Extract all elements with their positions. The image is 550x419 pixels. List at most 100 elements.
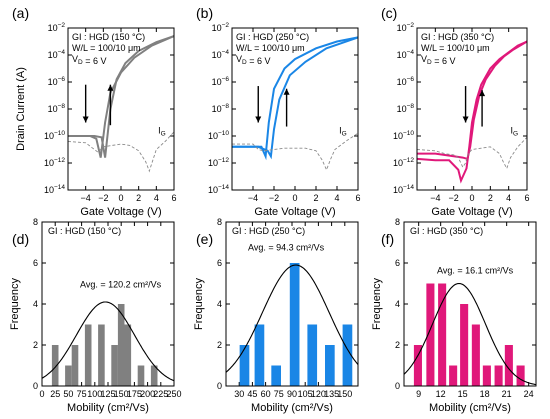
x-tick-label: 2 (488, 193, 493, 203)
y-axis-title: Drain Current (A) (15, 67, 27, 151)
y-tick-label: 2 (217, 340, 222, 350)
histogram-bar (117, 304, 125, 386)
x-tick-label: 250 (166, 389, 181, 399)
histogram-bar (342, 324, 353, 386)
x-tick-label: 0 (469, 193, 474, 203)
y-tick-label: 4 (217, 299, 222, 309)
annotation-line: W/L = 100/10 μm (421, 43, 490, 53)
y-tick-label: 10−2 (48, 22, 66, 33)
histogram-bar (482, 365, 491, 386)
x-tick-label: −4 (430, 193, 440, 203)
histogram-bar (449, 365, 458, 386)
panel-label: (c) (381, 5, 397, 21)
x-tick-label: −2 (269, 193, 279, 203)
x-axis-title: Mobility (cm²/Vs) (251, 402, 333, 414)
histogram-bar (289, 263, 300, 386)
plot-frame (403, 221, 537, 387)
x-tick-label: 75 (274, 389, 284, 399)
sweep-arrowhead (107, 84, 114, 91)
annotation-line: GI : HGD (350 °C) (410, 226, 483, 236)
histogram-bar (71, 345, 79, 386)
x-tick-label: 200 (140, 389, 155, 399)
y-tick-label: 0 (33, 381, 38, 391)
x-tick-label: −2 (98, 193, 108, 203)
histogram-bar (98, 324, 105, 386)
y-tick-label: 4 (395, 299, 400, 309)
histogram-bar (84, 324, 92, 386)
y-tick-label: 8 (33, 217, 38, 227)
y-tick-label: 0 (395, 381, 400, 391)
histogram-bar (51, 345, 59, 386)
y-tick-label: 10−6 (48, 76, 66, 87)
average-label: Avg. = 120.2 cm²/Vs (80, 280, 162, 290)
y-tick-label: 8 (395, 217, 400, 227)
histogram-bar (111, 345, 118, 386)
average-label: Avg. = 16.1 cm²/Vs (437, 265, 514, 275)
x-tick-label: 225 (153, 389, 168, 399)
plot-frame (225, 221, 359, 387)
y-tick-label: 10−2 (397, 22, 415, 33)
x-tick-label: 0 (118, 193, 123, 203)
x-tick-label: 0 (39, 389, 44, 399)
y-axis-title: Frequency (193, 278, 205, 330)
annotation-line: VD = 6 V (72, 54, 106, 66)
annotation-line: GI : HGD (250 °C) (236, 32, 309, 42)
x-axis-title: Mobility (cm²/Vs) (67, 402, 149, 414)
x-tick-label: 135 (324, 389, 339, 399)
gate-current-label: IG (339, 125, 347, 137)
gaussian-fit-curve (403, 282, 537, 386)
x-tick-label: −4 (81, 193, 91, 203)
histogram-bar (471, 324, 480, 386)
y-tick-label: 10−14 (208, 184, 229, 195)
histogram-bar (137, 365, 145, 386)
x-tick-label: 6 (355, 193, 360, 203)
x-tick-label: 60 (261, 389, 271, 399)
x-tick-label: 4 (334, 193, 339, 203)
x-tick-label: 0 (292, 193, 297, 203)
average-label: Avg. = 94.3 cm²/Vs (248, 243, 325, 253)
x-tick-label: 45 (247, 389, 257, 399)
drain-current-reverse-line (417, 40, 528, 161)
x-tick-label: 24 (524, 389, 534, 399)
plot-frame (231, 27, 359, 191)
x-tick-label: 90 (287, 389, 297, 399)
x-tick-label: 30 (234, 389, 244, 399)
y-tick-label: 10−10 (393, 130, 414, 141)
y-tick-label: 10−8 (48, 103, 66, 114)
gate-current-label: IG (158, 125, 166, 137)
x-tick-label: −4 (248, 193, 258, 203)
gaussian-fit-curve (41, 301, 175, 382)
y-tick-label: 10−12 (393, 157, 414, 168)
annotation-line: VD = 6 V (421, 54, 455, 66)
gate-current-label: IG (511, 125, 519, 137)
histogram-bar (150, 365, 158, 386)
y-tick-label: 10−6 (397, 76, 415, 87)
annotation-line: GI : HGD (150 °C) (48, 226, 121, 236)
y-tick-label: 10−14 (44, 184, 65, 195)
sweep-arrowhead (283, 88, 290, 95)
histogram-bar (307, 324, 318, 386)
sweep-arrowhead (255, 116, 262, 123)
x-tick-label: 12 (436, 389, 446, 399)
panel-label: (e) (196, 231, 213, 247)
drain-current-forward-line (68, 35, 175, 158)
annotation-line: W/L = 100/10 μm (236, 43, 305, 53)
histogram-bar (65, 365, 72, 386)
x-tick-label: 2 (313, 193, 318, 203)
histogram-bar (271, 365, 281, 386)
panel-label: (f) (381, 231, 394, 247)
histogram-bar (426, 283, 435, 386)
x-tick-label: 105 (298, 389, 313, 399)
x-tick-label: −2 (449, 193, 459, 203)
histogram-bar (413, 345, 422, 386)
histogram-bar (124, 324, 132, 386)
x-tick-label: 50 (63, 389, 73, 399)
y-tick-label: 10−4 (397, 49, 415, 60)
histogram-bar (516, 365, 525, 386)
histogram-bar (254, 324, 265, 386)
panel-label: (b) (196, 5, 213, 21)
panel-b: (b) 10−14 10−12 10−10 10−8 10−6 10−4 10−2 −4 −2 0 2… (196, 5, 361, 218)
